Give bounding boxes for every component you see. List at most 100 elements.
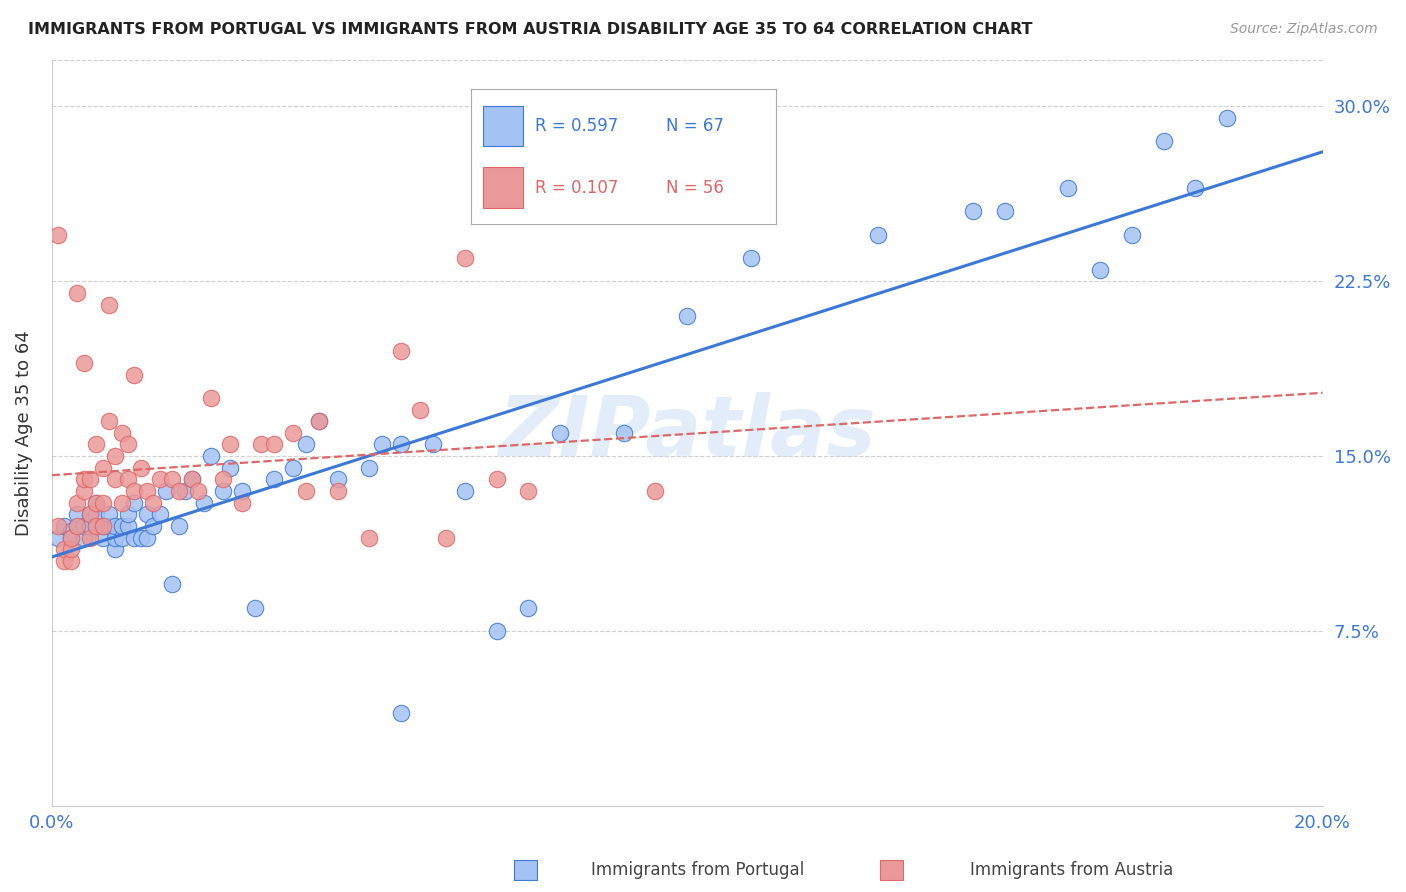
Point <box>79 508 101 522</box>
Point <box>91 519 114 533</box>
Y-axis label: Disability Age 35 to 64: Disability Age 35 to 64 <box>15 330 32 536</box>
Point <box>59 542 82 557</box>
Point <box>91 531 114 545</box>
Point <box>97 414 120 428</box>
Point <box>97 297 120 311</box>
Point <box>72 531 94 545</box>
Text: Immigrants from Austria: Immigrants from Austria <box>970 861 1174 879</box>
Point <box>117 519 139 533</box>
Text: IMMIGRANTS FROM PORTUGAL VS IMMIGRANTS FROM AUSTRIA DISABILITY AGE 35 TO 64 CORR: IMMIGRANTS FROM PORTUGAL VS IMMIGRANTS F… <box>28 22 1032 37</box>
Point <box>326 473 349 487</box>
Point <box>962 204 984 219</box>
Point <box>129 460 152 475</box>
Point <box>46 519 69 533</box>
Point <box>1088 262 1111 277</box>
Point <box>180 473 202 487</box>
Point <box>1153 134 1175 148</box>
Point <box>84 496 107 510</box>
Point <box>129 531 152 545</box>
Point <box>136 484 159 499</box>
Point <box>79 508 101 522</box>
Point <box>676 309 699 323</box>
Point <box>142 496 165 510</box>
Point <box>66 519 89 533</box>
Point <box>162 473 184 487</box>
Point <box>84 437 107 451</box>
Point <box>193 496 215 510</box>
Point <box>84 519 107 533</box>
Point <box>994 204 1017 219</box>
Point <box>124 531 146 545</box>
Point <box>59 554 82 568</box>
Point <box>200 449 222 463</box>
Point <box>308 414 330 428</box>
Point <box>104 531 127 545</box>
Point <box>180 473 202 487</box>
Point <box>613 425 636 440</box>
Text: ZIPatlas: ZIPatlas <box>498 392 876 474</box>
Point <box>97 508 120 522</box>
Point <box>517 484 540 499</box>
Point <box>212 473 235 487</box>
Point <box>111 425 134 440</box>
Point <box>72 519 94 533</box>
Point <box>136 508 159 522</box>
Point <box>740 251 762 265</box>
Point <box>149 508 172 522</box>
Point <box>218 460 240 475</box>
Point <box>1121 227 1143 242</box>
Point <box>485 624 508 639</box>
Point <box>79 473 101 487</box>
Point <box>72 473 94 487</box>
Point <box>250 437 273 451</box>
Point <box>212 484 235 499</box>
Point <box>149 473 172 487</box>
Point <box>59 524 82 538</box>
Point <box>548 425 571 440</box>
Point <box>142 519 165 533</box>
Point <box>117 508 139 522</box>
Point <box>162 577 184 591</box>
Point <box>66 508 89 522</box>
Point <box>434 531 457 545</box>
Point <box>97 519 120 533</box>
Point <box>167 484 190 499</box>
Point <box>136 531 159 545</box>
Point <box>1184 181 1206 195</box>
Point <box>84 508 107 522</box>
Point <box>53 542 76 557</box>
Point <box>174 484 197 499</box>
Text: Immigrants from Portugal: Immigrants from Portugal <box>591 861 804 879</box>
Point <box>263 473 285 487</box>
Point <box>454 251 477 265</box>
Point <box>283 460 305 475</box>
Point <box>84 519 107 533</box>
Point <box>117 473 139 487</box>
Point <box>200 391 222 405</box>
Point <box>243 600 266 615</box>
Point <box>167 519 190 533</box>
Point <box>104 519 127 533</box>
Point <box>283 425 305 440</box>
Point <box>79 519 101 533</box>
Point <box>72 484 94 499</box>
Point <box>66 285 89 300</box>
Point <box>308 414 330 428</box>
Point <box>72 356 94 370</box>
Point <box>53 554 76 568</box>
Point <box>517 600 540 615</box>
Point <box>111 531 134 545</box>
Point <box>866 227 889 242</box>
Point <box>124 496 146 510</box>
Point <box>91 496 114 510</box>
Text: Source: ZipAtlas.com: Source: ZipAtlas.com <box>1230 22 1378 37</box>
Point <box>644 484 666 499</box>
Point <box>231 484 253 499</box>
Point <box>422 437 444 451</box>
Point <box>59 531 82 545</box>
Point <box>104 473 127 487</box>
Point <box>66 496 89 510</box>
Point <box>454 484 477 499</box>
Point <box>46 531 69 545</box>
Point <box>389 344 412 359</box>
